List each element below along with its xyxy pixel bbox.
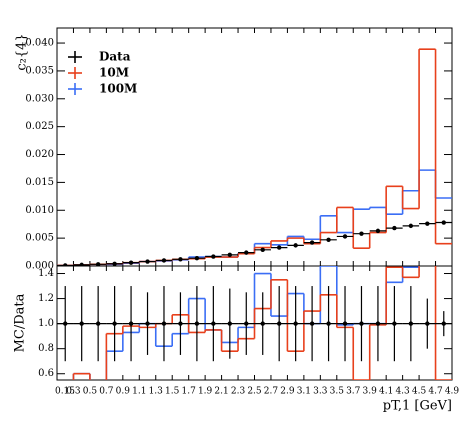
- data-point: [375, 321, 381, 326]
- data-point: [392, 225, 397, 231]
- data-point: [63, 263, 68, 266]
- data-point: [79, 262, 84, 266]
- data-point: [441, 220, 446, 225]
- data-point: [194, 255, 200, 261]
- data-point: [276, 245, 282, 250]
- data-point: [309, 240, 315, 245]
- plot-frame: [56, 27, 453, 267]
- x-tick-label: 1.1: [132, 387, 146, 397]
- data-point: [128, 321, 134, 326]
- data-point: [408, 321, 414, 326]
- x-tick-label: 0.3: [66, 387, 81, 397]
- x-tick-label: 2.1: [214, 387, 228, 397]
- data-point: [326, 237, 331, 243]
- data-point: [95, 262, 101, 266]
- x-tick-label: 2.3: [231, 387, 246, 397]
- data-point: [178, 257, 183, 262]
- series-group: [57, 48, 452, 266]
- data-point: [128, 260, 134, 265]
- data-point: [211, 321, 216, 326]
- y-axis-title: MC/Data: [13, 293, 28, 352]
- data-point: [95, 321, 101, 326]
- y-tick-label: 0.040: [25, 38, 54, 49]
- data-point: [79, 321, 84, 326]
- x-tick-label: 3.7: [346, 387, 361, 397]
- x-tick-label: 0.7: [99, 387, 114, 397]
- x-tick-label: 4.9: [445, 387, 460, 397]
- data-point: [276, 321, 282, 326]
- data-point: [112, 321, 117, 326]
- data-point: [194, 321, 200, 326]
- y-tick-label: 0.025: [25, 121, 54, 132]
- data-point: [375, 228, 381, 234]
- legend-label: 100M: [99, 82, 137, 96]
- y-tick-label: 1.2: [38, 293, 54, 304]
- x-tick-label: 2.9: [280, 387, 295, 397]
- data-point: [425, 221, 430, 226]
- x-tick-label: 3.3: [313, 387, 328, 397]
- x-tick-label: 1.3: [149, 387, 164, 397]
- x-tick-label: 2.7: [264, 387, 279, 397]
- x-tick-label: 0.9: [116, 387, 131, 397]
- x-tick-label: 1.7: [182, 387, 197, 397]
- y-tick-label: 0.010: [25, 205, 54, 216]
- x-tick-label: 1.5: [165, 387, 180, 397]
- y-tick-label: 0.015: [25, 177, 54, 188]
- x-tick-label: 4.3: [395, 387, 410, 397]
- data-point: [145, 321, 150, 326]
- x-tick-label: 3.5: [330, 387, 345, 397]
- data-point: [244, 321, 249, 326]
- y-tick-label: 0.8: [38, 343, 54, 354]
- x-tick-label: 4.5: [412, 387, 427, 397]
- y-tick-label: 1.0: [38, 318, 54, 329]
- data-point: [342, 321, 348, 326]
- x-tick-label: 4.7: [428, 387, 443, 397]
- x-tick-label: 3.9: [363, 387, 378, 397]
- data-point: [342, 234, 348, 239]
- data-point: [112, 261, 117, 266]
- y-axis-title: c₂{4}: [15, 33, 30, 70]
- data-point: [227, 321, 233, 326]
- x-tick-label: 0.5: [83, 387, 98, 397]
- y-tick-label: 0.6: [38, 368, 54, 379]
- x-axis-title: pT,1 [GeV]: [383, 399, 452, 414]
- data-point: [244, 250, 249, 255]
- data-point: [293, 321, 298, 326]
- x-tick-label: 2.5: [247, 387, 262, 397]
- data-point: [211, 254, 216, 259]
- data-point: [161, 258, 167, 263]
- data-point: [178, 321, 183, 326]
- data-point: [293, 243, 298, 248]
- data-point: [441, 321, 446, 326]
- x-tick-label: 0.15: [55, 387, 75, 397]
- data-point: [326, 321, 331, 326]
- data-point: [145, 259, 150, 264]
- x-tick-label: 4.1: [379, 387, 393, 397]
- data-point: [359, 321, 364, 326]
- data-point: [161, 321, 167, 326]
- x-tick-label: 3.1: [297, 387, 311, 397]
- y-tick-label: 1.4: [38, 268, 54, 279]
- data-point: [359, 231, 364, 236]
- y-tick-label: 0.005: [25, 233, 54, 244]
- legend-label: Data: [99, 50, 131, 64]
- data-point: [260, 247, 265, 253]
- series-group: [57, 266, 452, 380]
- x-tick-label: 1.9: [198, 387, 213, 397]
- data-point: [408, 223, 414, 229]
- y-tick-label: 0.030: [25, 93, 54, 104]
- data-point: [227, 252, 233, 258]
- y-tick-label: 0.020: [25, 149, 54, 160]
- data-point: [309, 321, 315, 326]
- y-tick-label: 0.000: [25, 261, 54, 272]
- y-tick-label: 0.035: [25, 65, 54, 76]
- data-point: [425, 321, 430, 326]
- legend-label: 10M: [99, 66, 129, 80]
- data-point: [260, 321, 265, 326]
- data-point: [63, 321, 68, 326]
- data-point: [392, 321, 397, 326]
